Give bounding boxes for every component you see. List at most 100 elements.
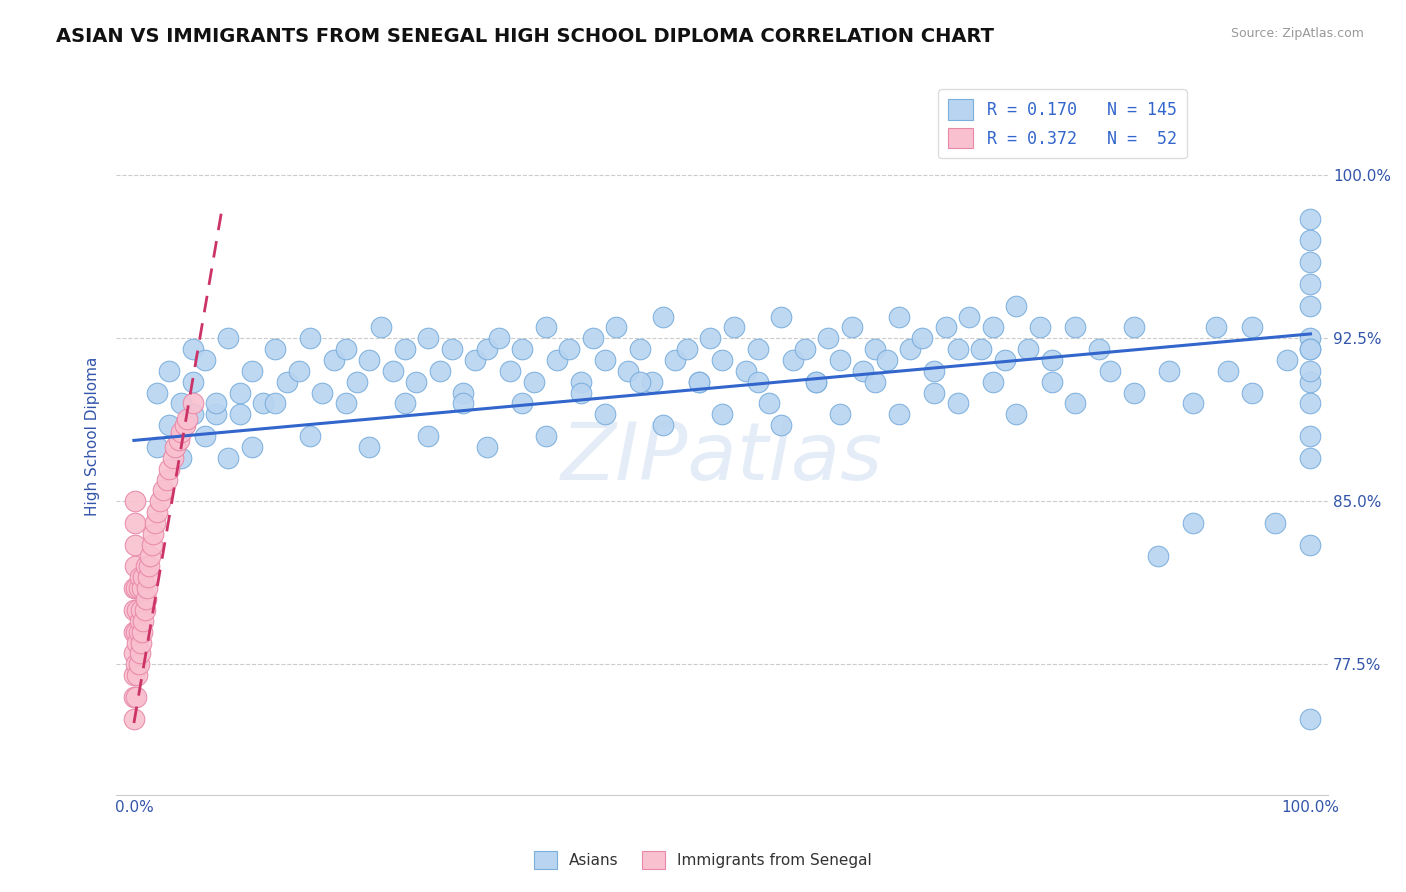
Point (911, 331, 934, 345)
Point (125, 657, 148, 672)
Point (122, 581, 145, 595)
Point (229, 385, 252, 400)
Point (152, 483, 174, 498)
Text: Source: ZipAtlas.com: Source: ZipAtlas.com (1230, 27, 1364, 40)
Point (1216, 364, 1239, 378)
Point (157, 418, 180, 433)
Point (617, 364, 640, 378)
Point (122, 624, 145, 639)
Point (129, 603, 152, 617)
Legend: Asians, Immigrants from Senegal: Asians, Immigrants from Senegal (529, 845, 877, 875)
Point (370, 320, 392, 334)
Point (416, 331, 439, 345)
Point (887, 408, 910, 422)
Point (1299, 342, 1322, 356)
Point (1205, 320, 1227, 334)
Point (876, 353, 898, 368)
Point (128, 624, 150, 639)
Point (323, 353, 346, 368)
Point (628, 375, 651, 389)
Point (1123, 320, 1146, 334)
Point (534, 429, 557, 443)
Point (510, 342, 533, 356)
Point (863, 375, 886, 389)
Point (135, 592, 157, 607)
Point (142, 527, 165, 541)
Point (156, 473, 179, 487)
Point (181, 342, 204, 356)
Point (134, 603, 156, 617)
Point (1029, 320, 1052, 334)
Point (146, 505, 169, 519)
Point (1159, 364, 1181, 378)
Point (747, 375, 769, 389)
Point (806, 375, 828, 389)
Point (127, 603, 149, 617)
Point (1181, 516, 1204, 530)
Point (287, 364, 309, 378)
Point (793, 342, 815, 356)
Point (167, 434, 190, 448)
Point (1146, 549, 1168, 563)
Point (1064, 396, 1087, 410)
Point (381, 364, 404, 378)
Point (981, 375, 1004, 389)
Point (240, 440, 263, 454)
Point (135, 581, 157, 595)
Point (1299, 364, 1322, 378)
Point (122, 668, 145, 682)
Point (162, 450, 184, 465)
Point (863, 342, 886, 356)
Point (734, 364, 756, 378)
Point (149, 494, 172, 508)
Point (1275, 353, 1298, 368)
Point (935, 320, 957, 334)
Point (1299, 211, 1322, 226)
Point (993, 353, 1015, 368)
Point (453, 396, 475, 410)
Point (558, 342, 581, 356)
Point (205, 408, 228, 422)
Point (510, 396, 533, 410)
Point (652, 310, 675, 324)
Point (405, 375, 427, 389)
Point (181, 408, 204, 422)
Point (131, 581, 153, 595)
Point (806, 375, 828, 389)
Point (165, 440, 187, 454)
Point (499, 364, 522, 378)
Point (758, 396, 780, 410)
Point (1005, 299, 1028, 313)
Point (970, 342, 993, 356)
Point (1017, 342, 1039, 356)
Point (135, 559, 157, 574)
Point (1040, 353, 1063, 368)
Point (146, 385, 169, 400)
Point (946, 396, 969, 410)
Point (440, 342, 463, 356)
Point (128, 657, 150, 672)
Point (125, 624, 148, 639)
Point (125, 581, 148, 595)
Point (688, 375, 710, 389)
Point (628, 342, 651, 356)
Point (122, 647, 145, 661)
Text: ZIPatlas: ZIPatlas (561, 418, 883, 497)
Point (922, 385, 945, 400)
Point (394, 342, 416, 356)
Point (127, 635, 149, 649)
Point (170, 450, 193, 465)
Point (770, 418, 793, 433)
Point (299, 429, 322, 443)
Point (688, 375, 710, 389)
Point (128, 614, 150, 628)
Point (1240, 320, 1263, 334)
Point (416, 429, 439, 443)
Point (173, 418, 195, 433)
Point (311, 385, 333, 400)
Point (676, 342, 699, 356)
Point (828, 408, 851, 422)
Point (1299, 396, 1322, 410)
Point (981, 320, 1004, 334)
Point (181, 375, 204, 389)
